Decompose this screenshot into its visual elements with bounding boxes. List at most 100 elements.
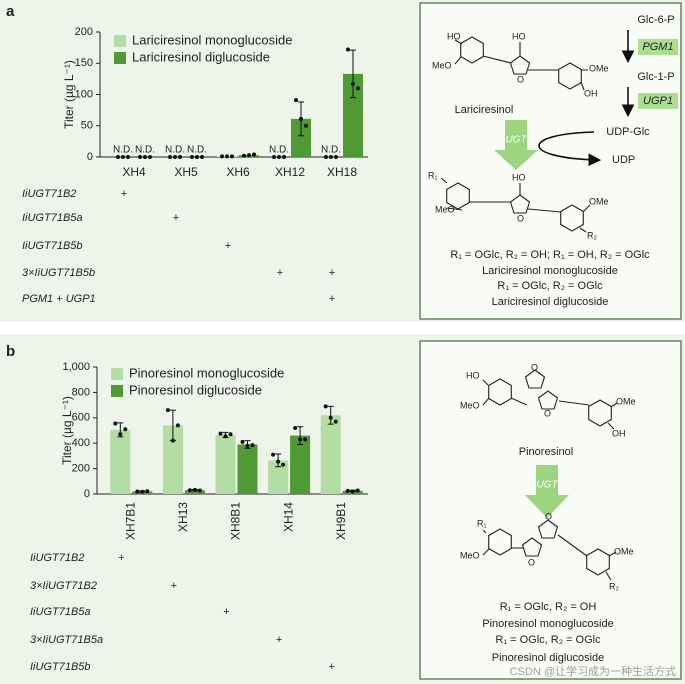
replicate-point xyxy=(228,432,233,437)
x-tick-label: XH14 xyxy=(281,502,295,532)
x-tick-label: XH5 xyxy=(174,165,198,179)
replicate-point xyxy=(197,488,202,493)
y-tick-label: 800 xyxy=(72,386,90,398)
replicate-point xyxy=(328,415,333,420)
x-tick-label: XH9B1 xyxy=(334,502,348,540)
y-tick-label: 200 xyxy=(75,26,93,38)
replicate-point xyxy=(334,155,338,159)
enzyme: UGT xyxy=(536,480,558,491)
atom: MeO xyxy=(432,60,452,70)
atom: OMe xyxy=(616,396,636,406)
replicate-point xyxy=(345,488,350,493)
watermark: CSDN @让学习成为一种生活方式 xyxy=(510,664,676,678)
bond xyxy=(482,379,618,430)
bar xyxy=(291,118,311,157)
replicate-point xyxy=(250,443,255,448)
bond xyxy=(482,529,617,581)
atom: R₂ xyxy=(609,581,619,591)
enzyme-box xyxy=(638,39,678,55)
caption: R₁ = OGlc, R₂ = OGlc xyxy=(495,634,601,646)
genotype-label: IiUGT71B5b xyxy=(22,240,83,252)
replicate-point xyxy=(135,489,140,494)
legend-swatch xyxy=(111,368,123,380)
panel-label: b xyxy=(6,343,15,360)
x-tick-label: XH13 xyxy=(176,502,190,532)
atom: O xyxy=(545,511,552,521)
replicate-point xyxy=(145,489,150,494)
caption: Pinoresinol monoglucoside xyxy=(482,618,613,630)
replicate-point xyxy=(220,154,224,159)
x-tick-label: XH6 xyxy=(226,165,250,179)
legend-label: Lariciresinol monoglucoside xyxy=(132,32,292,47)
replicate-point xyxy=(299,116,303,121)
caption: R₁ = OGlc, R₂ = OH; R₁ = OH, R₂ = OGlc xyxy=(450,249,650,261)
atom: O xyxy=(517,213,524,223)
y-tick-label: 0 xyxy=(87,151,93,163)
enzyme: UGP1 xyxy=(643,95,673,107)
y-tick-label: 600 xyxy=(72,412,90,424)
enzyme-box xyxy=(638,93,678,109)
caption: R₁ = OGlc, R₂ = OGlc xyxy=(497,280,603,292)
atom: HO xyxy=(512,31,526,41)
value-label: N.D. xyxy=(187,145,207,156)
caption: Lariciresinol diglucoside xyxy=(492,296,609,308)
enzyme: UGT xyxy=(505,135,527,146)
replicate-point xyxy=(190,155,194,159)
atom: O xyxy=(531,362,538,372)
replicate-point xyxy=(277,155,281,159)
legend-swatch xyxy=(114,52,126,64)
replicate-point xyxy=(298,437,303,442)
genotype-mark: + xyxy=(121,188,127,200)
diagram-box xyxy=(419,2,682,320)
atom: R₁ xyxy=(428,170,438,180)
replicate-point xyxy=(271,452,276,457)
replicate-point xyxy=(126,155,130,159)
replicate-point xyxy=(294,98,298,103)
legend-label: Lariciresinol diglucoside xyxy=(132,49,270,64)
value-label: N.D. xyxy=(269,145,289,156)
bar xyxy=(184,490,205,494)
genotype-mark: + xyxy=(277,267,283,279)
replicate-point xyxy=(323,404,328,409)
atom: HO xyxy=(466,370,480,380)
atom: OH xyxy=(584,88,598,98)
genotype-mark: + xyxy=(171,580,177,592)
replicate-point xyxy=(303,437,308,442)
bar xyxy=(215,434,236,494)
enzyme: PGM1 xyxy=(642,41,673,53)
diagram-b: HO MeO O O OMe OH Pinoresinol UGT R₁ MeO… xyxy=(419,340,682,680)
replicate-point xyxy=(351,81,355,86)
y-tick-label: 200 xyxy=(72,463,90,475)
metabolite: Glc-1-P xyxy=(637,71,674,83)
value-label: N.D. xyxy=(165,145,185,156)
genotype-label: IiUGT71B2 xyxy=(30,552,84,564)
replicate-point xyxy=(223,434,228,439)
atom: OMe xyxy=(614,546,634,556)
genotype-mark: + xyxy=(118,552,124,564)
genotype-label: PGM1 + UGP1 xyxy=(22,293,96,305)
x-tick-label: XH8B1 xyxy=(229,502,243,540)
metabolite: UDP xyxy=(612,154,635,166)
atom: O xyxy=(517,74,524,84)
replicate-point xyxy=(324,155,328,159)
replicate-point xyxy=(123,427,128,432)
y-tick-label: 400 xyxy=(72,437,90,449)
diagram-a: HO MeO HO O OMe OH Lariciresinol UGT Glc… xyxy=(419,2,682,320)
bar xyxy=(320,415,341,494)
y-axis-title: Titer (µg L⁻¹) xyxy=(60,396,74,465)
replicate-point xyxy=(355,488,360,493)
atom: HO xyxy=(512,172,526,182)
replicate-point xyxy=(138,155,142,159)
bar xyxy=(343,73,363,157)
replicate-point xyxy=(346,47,350,52)
replicate-point xyxy=(350,489,355,494)
genotype-label: IiUGT71B5b xyxy=(30,661,91,673)
bar xyxy=(237,444,258,494)
replicate-point xyxy=(281,462,286,467)
bar xyxy=(290,435,311,494)
y-axis-title: Titer (µg L⁻¹) xyxy=(62,60,76,129)
replicate-point xyxy=(168,155,172,159)
genotype-mark: + xyxy=(276,634,282,646)
replicate-point xyxy=(242,153,246,158)
